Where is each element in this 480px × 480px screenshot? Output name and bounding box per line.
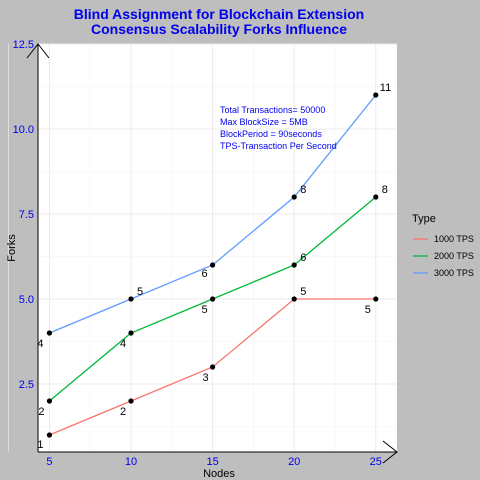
- data-label: 4: [37, 338, 43, 350]
- data-point: [210, 296, 215, 301]
- data-label: 8: [382, 184, 388, 196]
- data-point: [210, 364, 215, 369]
- data-label: 3: [203, 372, 209, 384]
- data-point: [210, 262, 215, 267]
- y-tick-label: 10.0: [13, 124, 34, 136]
- y-tick-label: 5.0: [19, 294, 34, 306]
- legend-title: Type: [412, 213, 436, 225]
- data-point: [47, 330, 52, 335]
- x-tick-label: 25: [370, 456, 382, 468]
- data-label: 6: [300, 252, 306, 264]
- x-axis-label: Nodes: [203, 468, 235, 480]
- legend-label: 3000 TPS: [434, 268, 474, 278]
- data-point: [47, 398, 52, 403]
- annotation-line: TPS-Transaction Per Second: [220, 141, 337, 151]
- data-label: 11: [380, 82, 391, 94]
- data-label: 6: [202, 268, 208, 280]
- annotation-line: Total Transactions= 50000: [220, 105, 325, 115]
- legend-item: 1000 TPS: [413, 234, 474, 244]
- annotation-line: BlockPeriod = 90seconds: [220, 129, 322, 139]
- legend-label: 2000 TPS: [434, 251, 474, 261]
- plot-panel: [38, 44, 397, 452]
- data-label: 2: [38, 406, 44, 418]
- data-point: [292, 296, 297, 301]
- legend-item: 2000 TPS: [413, 251, 474, 261]
- data-label: 5: [137, 286, 143, 298]
- y-tick-label: 7.5: [19, 209, 34, 221]
- legend-label: 1000 TPS: [434, 234, 474, 244]
- chart-title-line-1: Blind Assignment for Blockchain Extensio…: [74, 6, 364, 22]
- chart-title-line-2: Consensus Scalability Forks Influence: [91, 21, 347, 37]
- data-label: 5: [202, 304, 208, 316]
- data-label: 4: [120, 338, 126, 350]
- y-tick-label: 12.5: [13, 39, 34, 51]
- x-tick-label: 20: [288, 456, 300, 468]
- annotation-line: Max BlockSize = 5MB: [220, 117, 308, 127]
- x-tick-label: 10: [125, 456, 137, 468]
- data-label: 5: [300, 286, 306, 298]
- data-point: [373, 92, 378, 97]
- data-label: 2: [120, 406, 126, 418]
- x-tick-label: 15: [206, 456, 218, 468]
- data-point: [128, 330, 133, 335]
- x-tick-labels: 5 10 15 20 25: [46, 456, 382, 468]
- data-label: 8: [300, 184, 306, 196]
- legend-item: 3000 TPS: [413, 268, 474, 278]
- legend: Type 1000 TPS 2000 TPS 3000 TPS: [412, 213, 474, 278]
- data-point: [373, 194, 378, 199]
- y-tick-labels: 2.5 5.0 7.5 10.0 12.5: [13, 39, 34, 391]
- x-tick-label: 5: [46, 456, 52, 468]
- data-point: [128, 296, 133, 301]
- y-axis-label: Forks: [6, 234, 18, 262]
- data-point: [47, 432, 52, 437]
- data-label: 1: [37, 439, 43, 451]
- data-label: 5: [365, 304, 371, 316]
- y-tick-label: 2.5: [19, 379, 34, 391]
- data-point: [292, 194, 297, 199]
- data-point: [128, 398, 133, 403]
- data-point: [373, 296, 378, 301]
- data-point: [292, 262, 297, 267]
